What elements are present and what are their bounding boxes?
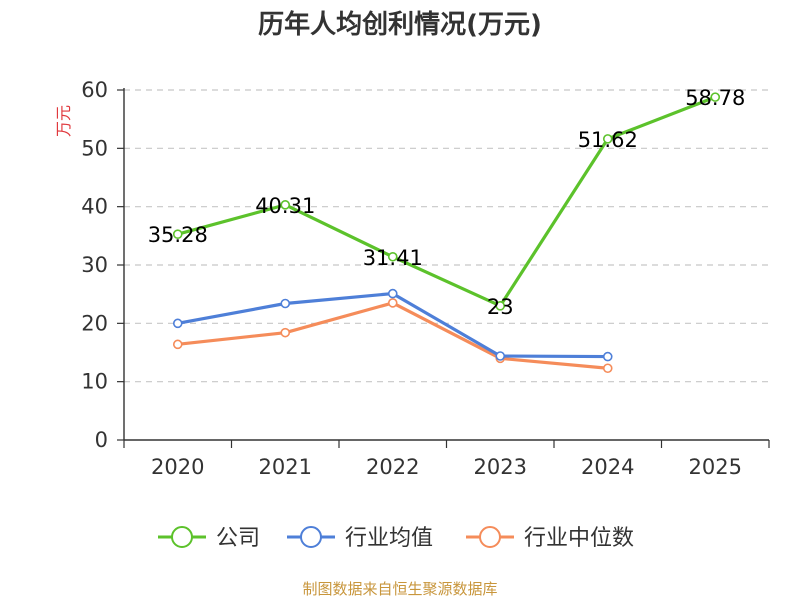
y-tick-label: 10 [81,370,108,394]
data-point [495,351,506,361]
x-tick-label: 2021 [259,455,312,479]
y-tick-label: 20 [81,311,108,335]
data-point [387,298,398,308]
data-label: 31.41 [363,246,423,270]
data-point [280,200,291,210]
y-tick-label: 40 [81,195,108,219]
legend-label: 行业均值 [345,526,433,551]
y-axis-title: 万元 [54,105,73,137]
x-tick-label: 2020 [151,455,204,479]
x-tick-label: 2024 [581,455,634,479]
data-label: 23 [487,295,514,319]
legend: 公司 行业均值 行业中位数 [158,526,634,551]
y-tick-label: 30 [81,253,108,277]
legend-marker [300,526,322,548]
chart-title: 历年人均创利情况(万元) [258,10,542,40]
series-layer [172,92,721,374]
axes: 0 10 20 30 40 50 60 2020 2021 2022 2023 2024 2025 [81,78,770,479]
legend-label: 行业中位数 [524,526,634,551]
data-point [172,339,183,350]
x-tick-label: 2022 [366,455,419,479]
data-label: 40.31 [255,194,315,218]
data-point [602,134,613,144]
y-tick-label: 0 [95,428,108,452]
data-point [602,363,613,374]
data-label: 35.28 [148,223,208,247]
data-point [172,229,183,239]
source-note: 制图数据来自恒生聚源数据库 [302,580,498,598]
legend-marker [171,526,193,548]
data-label: 58.78 [685,86,745,110]
data-point [387,288,398,299]
x-tick-label: 2023 [474,455,527,479]
y-tick-label: 50 [81,136,108,160]
series-line-0 [177,95,716,308]
y-tick-label: 60 [81,78,108,102]
legend-marker [479,526,501,548]
legend-label: 公司 [216,526,260,551]
x-tick-label: 2025 [689,455,742,479]
data-point [280,298,291,309]
data-labels: 35.28 40.31 31.41 23 51.62 58.78 [148,86,746,319]
data-point [710,92,721,102]
gridlines [124,89,769,383]
data-label: 51.62 [578,128,638,152]
data-point [495,301,506,311]
data-point [280,327,291,338]
data-point [172,318,183,329]
data-point [387,251,398,262]
data-point [602,351,613,362]
